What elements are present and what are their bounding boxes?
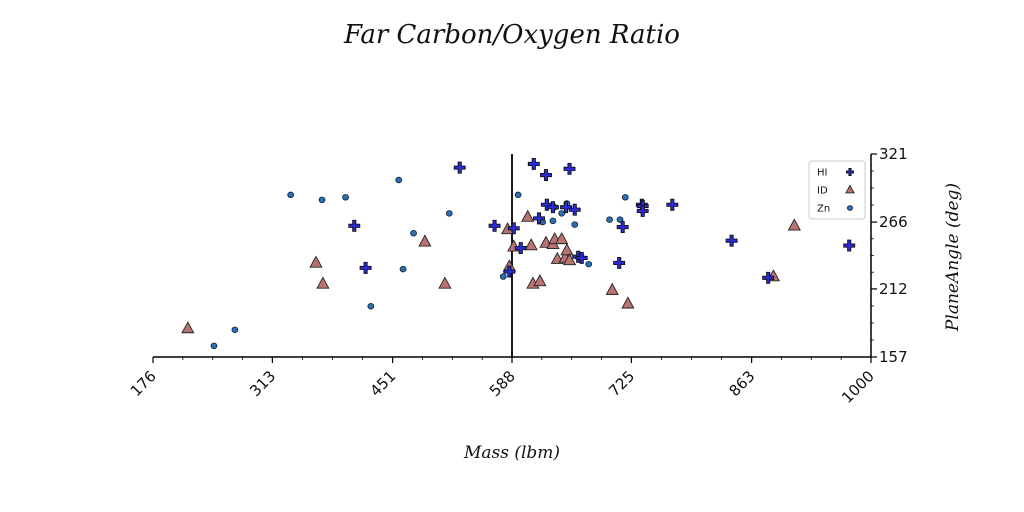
legend-marker — [845, 184, 855, 194]
HI-point — [507, 222, 520, 235]
x-tick-label: 725 — [605, 367, 638, 400]
HI-point — [568, 203, 581, 216]
HI-point — [348, 219, 361, 232]
legend-label: Zn — [817, 204, 830, 215]
HI-point — [514, 242, 527, 255]
x-tick-label: 1000 — [838, 367, 878, 407]
y-axis-label: PlaneAngle (deg) — [943, 183, 963, 332]
ID-point — [787, 218, 801, 231]
Zn-point — [367, 303, 375, 310]
Zn-point — [616, 216, 624, 223]
HI-point — [488, 219, 501, 232]
Zn-point — [445, 210, 453, 217]
HI-point — [762, 271, 775, 284]
ID-point — [309, 255, 323, 268]
Zn-point — [571, 221, 579, 228]
Zn-point — [499, 273, 507, 280]
y-tick-label: 157 — [879, 348, 908, 366]
HI-point — [636, 204, 649, 217]
HI-point — [540, 198, 553, 211]
HI-point — [725, 234, 738, 247]
HI-point — [547, 201, 559, 214]
x-axis-label: Mass (lbm) — [463, 443, 560, 463]
Zn-point — [342, 194, 349, 201]
data-points — [181, 157, 856, 350]
x-tick-label: 863 — [725, 367, 758, 400]
HI-point — [666, 198, 679, 211]
ID-point — [521, 209, 535, 222]
ID-point — [555, 231, 569, 245]
HI-point — [616, 221, 629, 233]
Zn-point — [318, 196, 326, 203]
HI-point — [575, 252, 588, 264]
Zn-point — [621, 194, 629, 201]
ID-point — [181, 321, 195, 334]
Zn-point — [585, 260, 593, 268]
HI-point — [563, 162, 576, 175]
HI-point — [527, 157, 540, 170]
ID-point — [316, 276, 330, 289]
Zn-point — [606, 216, 613, 223]
x-tick-label: 313 — [246, 367, 279, 400]
ID-point — [560, 243, 574, 256]
HI-point — [540, 169, 552, 181]
Zn-point — [231, 326, 239, 333]
ID-point — [533, 274, 547, 287]
Zn-point — [410, 230, 417, 237]
legend-label: HI — [817, 168, 827, 179]
ID-point — [418, 234, 432, 247]
HI-point — [359, 261, 372, 274]
y-tick-label: 212 — [879, 280, 908, 298]
x-tick-label: 588 — [486, 367, 519, 400]
ID-point — [621, 296, 635, 309]
Zn-point — [287, 191, 295, 199]
Zn-point — [514, 191, 522, 199]
y-tick-label: 266 — [879, 213, 908, 231]
x-tick-label: 451 — [366, 367, 399, 400]
ID-point — [605, 282, 619, 295]
HI-point — [613, 256, 626, 269]
y-tick-label: 321 — [879, 145, 908, 163]
Zn-point — [399, 265, 407, 273]
ID-point — [562, 253, 577, 266]
Zn-point — [210, 342, 218, 350]
HI-point — [533, 212, 545, 225]
legend-marker — [846, 168, 854, 176]
HI-point — [503, 265, 516, 278]
Zn-point — [395, 176, 403, 184]
legend-marker — [847, 205, 854, 211]
x-tick-label: 176 — [127, 367, 160, 400]
chart-title: Far Carbon/Oxygen Ratio — [343, 20, 680, 50]
Zn-point — [549, 217, 557, 225]
Zn-point — [558, 210, 566, 217]
HI-point — [453, 161, 466, 174]
ID-point — [524, 238, 538, 251]
HI-point — [843, 239, 856, 252]
legend: HI ID Zn — [808, 160, 866, 220]
HI-point — [560, 201, 572, 214]
legend-label: ID — [817, 186, 828, 197]
ID-point — [438, 276, 452, 289]
